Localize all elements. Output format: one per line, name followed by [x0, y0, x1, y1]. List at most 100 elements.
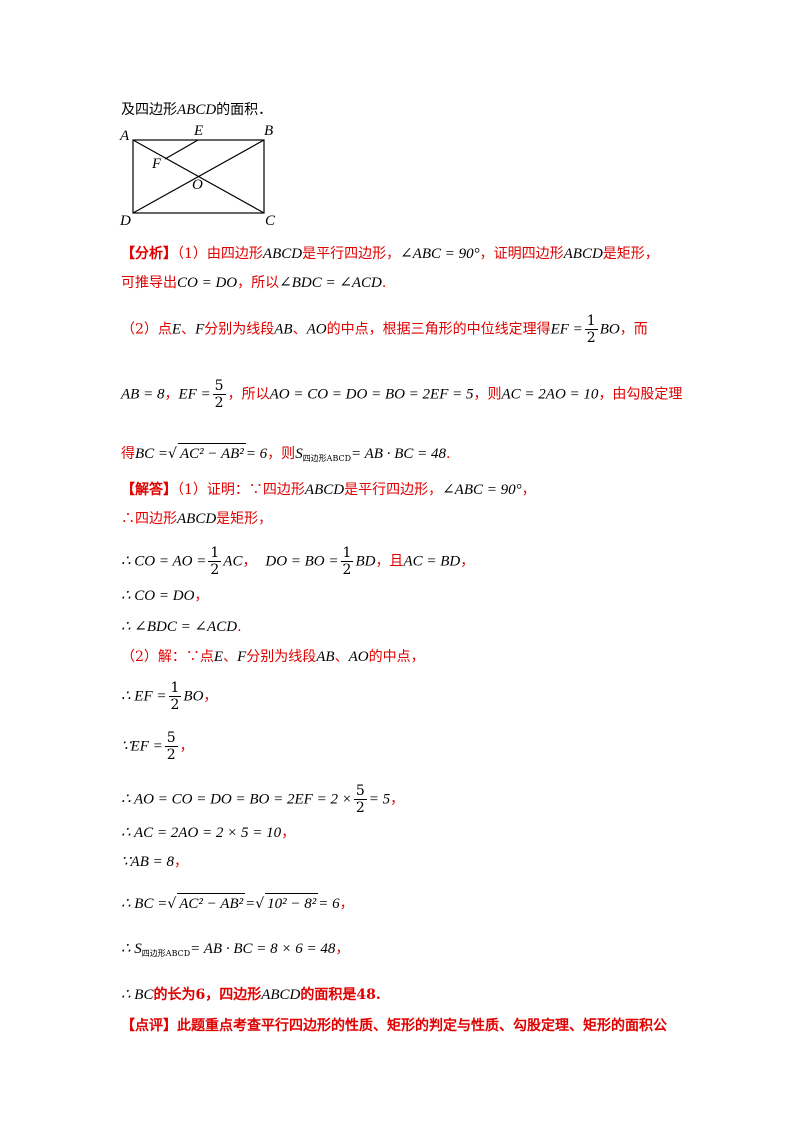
rectangle-abcd	[132, 139, 265, 214]
math: ∴ S	[121, 941, 142, 957]
intro-line: 及四边形ABCD的面积．	[121, 100, 272, 120]
text: ，	[164, 386, 179, 403]
text: .	[237, 619, 242, 635]
solution-line-6: （2）解：∵点E、F分别为线段AB、AO的中点，	[121, 647, 425, 667]
math: BO	[183, 688, 204, 705]
math: = AB · BC = 8 × 6 = 48	[190, 941, 336, 957]
text: ，则	[473, 386, 502, 403]
text: ，由勾股定理	[598, 386, 683, 403]
subscript: 四边形ABCD	[141, 949, 191, 958]
label-f: F	[151, 156, 162, 172]
text: 分别为线段	[246, 649, 317, 665]
denominator: 2	[342, 562, 352, 578]
math: ABCD	[563, 246, 603, 262]
math: =	[245, 896, 256, 912]
segment-ef	[164, 139, 199, 160]
math: AB	[316, 649, 335, 665]
math: ∴ CO = AO =	[121, 553, 207, 570]
text: ，所以	[237, 275, 280, 291]
solution-line-1: 【解答】（1）证明：∵四边形ABCD是平行四边形，∠ABC = 90°，	[121, 480, 536, 500]
intro-text-suffix: 的面积．	[216, 102, 273, 118]
comment-text: 此题重点考查平行四边形的性质、矩形的判定与性质、勾股定理、矩形的面积公	[177, 1018, 667, 1034]
math: ABCD	[304, 482, 345, 498]
text: 的长为6，四边形	[153, 987, 262, 1003]
text: 分别为线段	[204, 321, 275, 338]
text: 是矩形，	[216, 511, 273, 527]
radicand: AC² − AB²	[177, 893, 246, 914]
math: ABCD	[177, 511, 217, 527]
numerator: 1	[208, 545, 222, 562]
math: EF =	[550, 321, 583, 338]
math: EF =	[178, 386, 211, 403]
math: ∴ BC	[121, 987, 154, 1003]
math: ∴ EF =	[121, 688, 167, 705]
solution-line-5: ∴ ∠BDC = ∠ACD.	[121, 617, 242, 637]
math: ∵AB = 8	[121, 854, 174, 870]
text: ，	[174, 854, 188, 870]
radicand: AC² − AB²	[177, 443, 246, 464]
text: 、	[223, 649, 238, 665]
numerator: 1	[584, 313, 598, 330]
comment-tag: 【点评】	[121, 1018, 177, 1034]
text: 是平行四边形，	[302, 246, 401, 262]
subscript: 四边形ABCD	[302, 454, 352, 463]
text: （1）证明：∵四边形	[177, 482, 305, 498]
text: ，	[203, 688, 218, 705]
text: （2）解：∵点	[121, 649, 214, 665]
math: ∠BDC = ∠ACD	[279, 275, 382, 291]
analysis-line-2: 可推导出CO = DO，所以∠BDC = ∠ACD.	[121, 273, 386, 293]
rectangle-figure: A E B F O D C	[119, 123, 276, 229]
math: ∠ABC = 90°	[442, 482, 522, 498]
math: ∠ABC = 90°	[400, 246, 480, 262]
radicand: 10² − 8²	[265, 893, 319, 914]
solution-line-2: ∴四边形ABCD是矩形，	[121, 509, 272, 529]
math: AC = 2AO = 10	[501, 386, 599, 403]
math: AB = 8	[121, 386, 165, 403]
math: AO = CO = DO = BO = 2EF = 5	[269, 386, 474, 403]
analysis-line-5: 得BC =√ AC² − AB² = 6，则S四边形ABCD= AB · BC = …	[121, 443, 450, 469]
label-o: O	[192, 177, 203, 193]
text: ，	[281, 825, 296, 841]
text: ，	[390, 791, 405, 808]
numerator: 1	[168, 680, 182, 697]
text: .	[381, 275, 387, 291]
text: ，	[335, 941, 350, 957]
text: ，	[194, 588, 209, 604]
numerator: 5	[164, 730, 178, 747]
math: ∴ CO = DO	[121, 588, 195, 604]
math: ABCD	[261, 987, 301, 1003]
math: E	[213, 649, 224, 665]
numerator: 1	[340, 545, 354, 562]
math: BO	[599, 321, 620, 338]
math: F	[237, 649, 247, 665]
label-e: E	[193, 123, 203, 139]
math: S	[295, 446, 303, 462]
analysis-line-4: AB = 8，EF = 5 2 ，所以AO = CO = DO = BO = 2EF …	[121, 378, 682, 411]
text: （1）由四边形	[177, 246, 263, 262]
denominator: 2	[170, 697, 180, 713]
solution-tag: 【解答】	[121, 482, 177, 498]
math: ∴ ∠BDC = ∠ACD	[121, 619, 238, 635]
solution-line-4: ∴ CO = DO，	[121, 586, 208, 606]
intro-math: ABCD	[177, 102, 217, 118]
text: ∴四边形	[121, 511, 177, 527]
text: 是平行四边形，	[344, 482, 443, 498]
math: ∵EF =	[121, 738, 163, 755]
numerator: 5	[353, 783, 367, 800]
text: ，	[179, 738, 194, 755]
denominator: 2	[210, 562, 220, 578]
solution-line-8: ∵EF = 5 2，	[121, 730, 194, 763]
math: = AB · BC = 48	[351, 446, 446, 462]
text: ，且	[375, 553, 404, 570]
solution-line-11: ∵AB = 8，	[121, 852, 188, 872]
solution-line-12: ∴ BC =√ AC² − AB² =√ 10² − 8² = 6，	[121, 893, 354, 914]
math: = 5	[368, 791, 391, 808]
math: AB	[274, 321, 293, 338]
analysis-line-1: 【分析】（1）由四边形ABCD是平行四边形，∠ABC = 90°，证明四边形AB…	[121, 244, 659, 264]
math: ∴ BC =	[121, 896, 168, 912]
text: 可推导出	[121, 275, 177, 291]
math: DO = BO =	[265, 553, 339, 570]
math: = 6	[318, 896, 340, 912]
